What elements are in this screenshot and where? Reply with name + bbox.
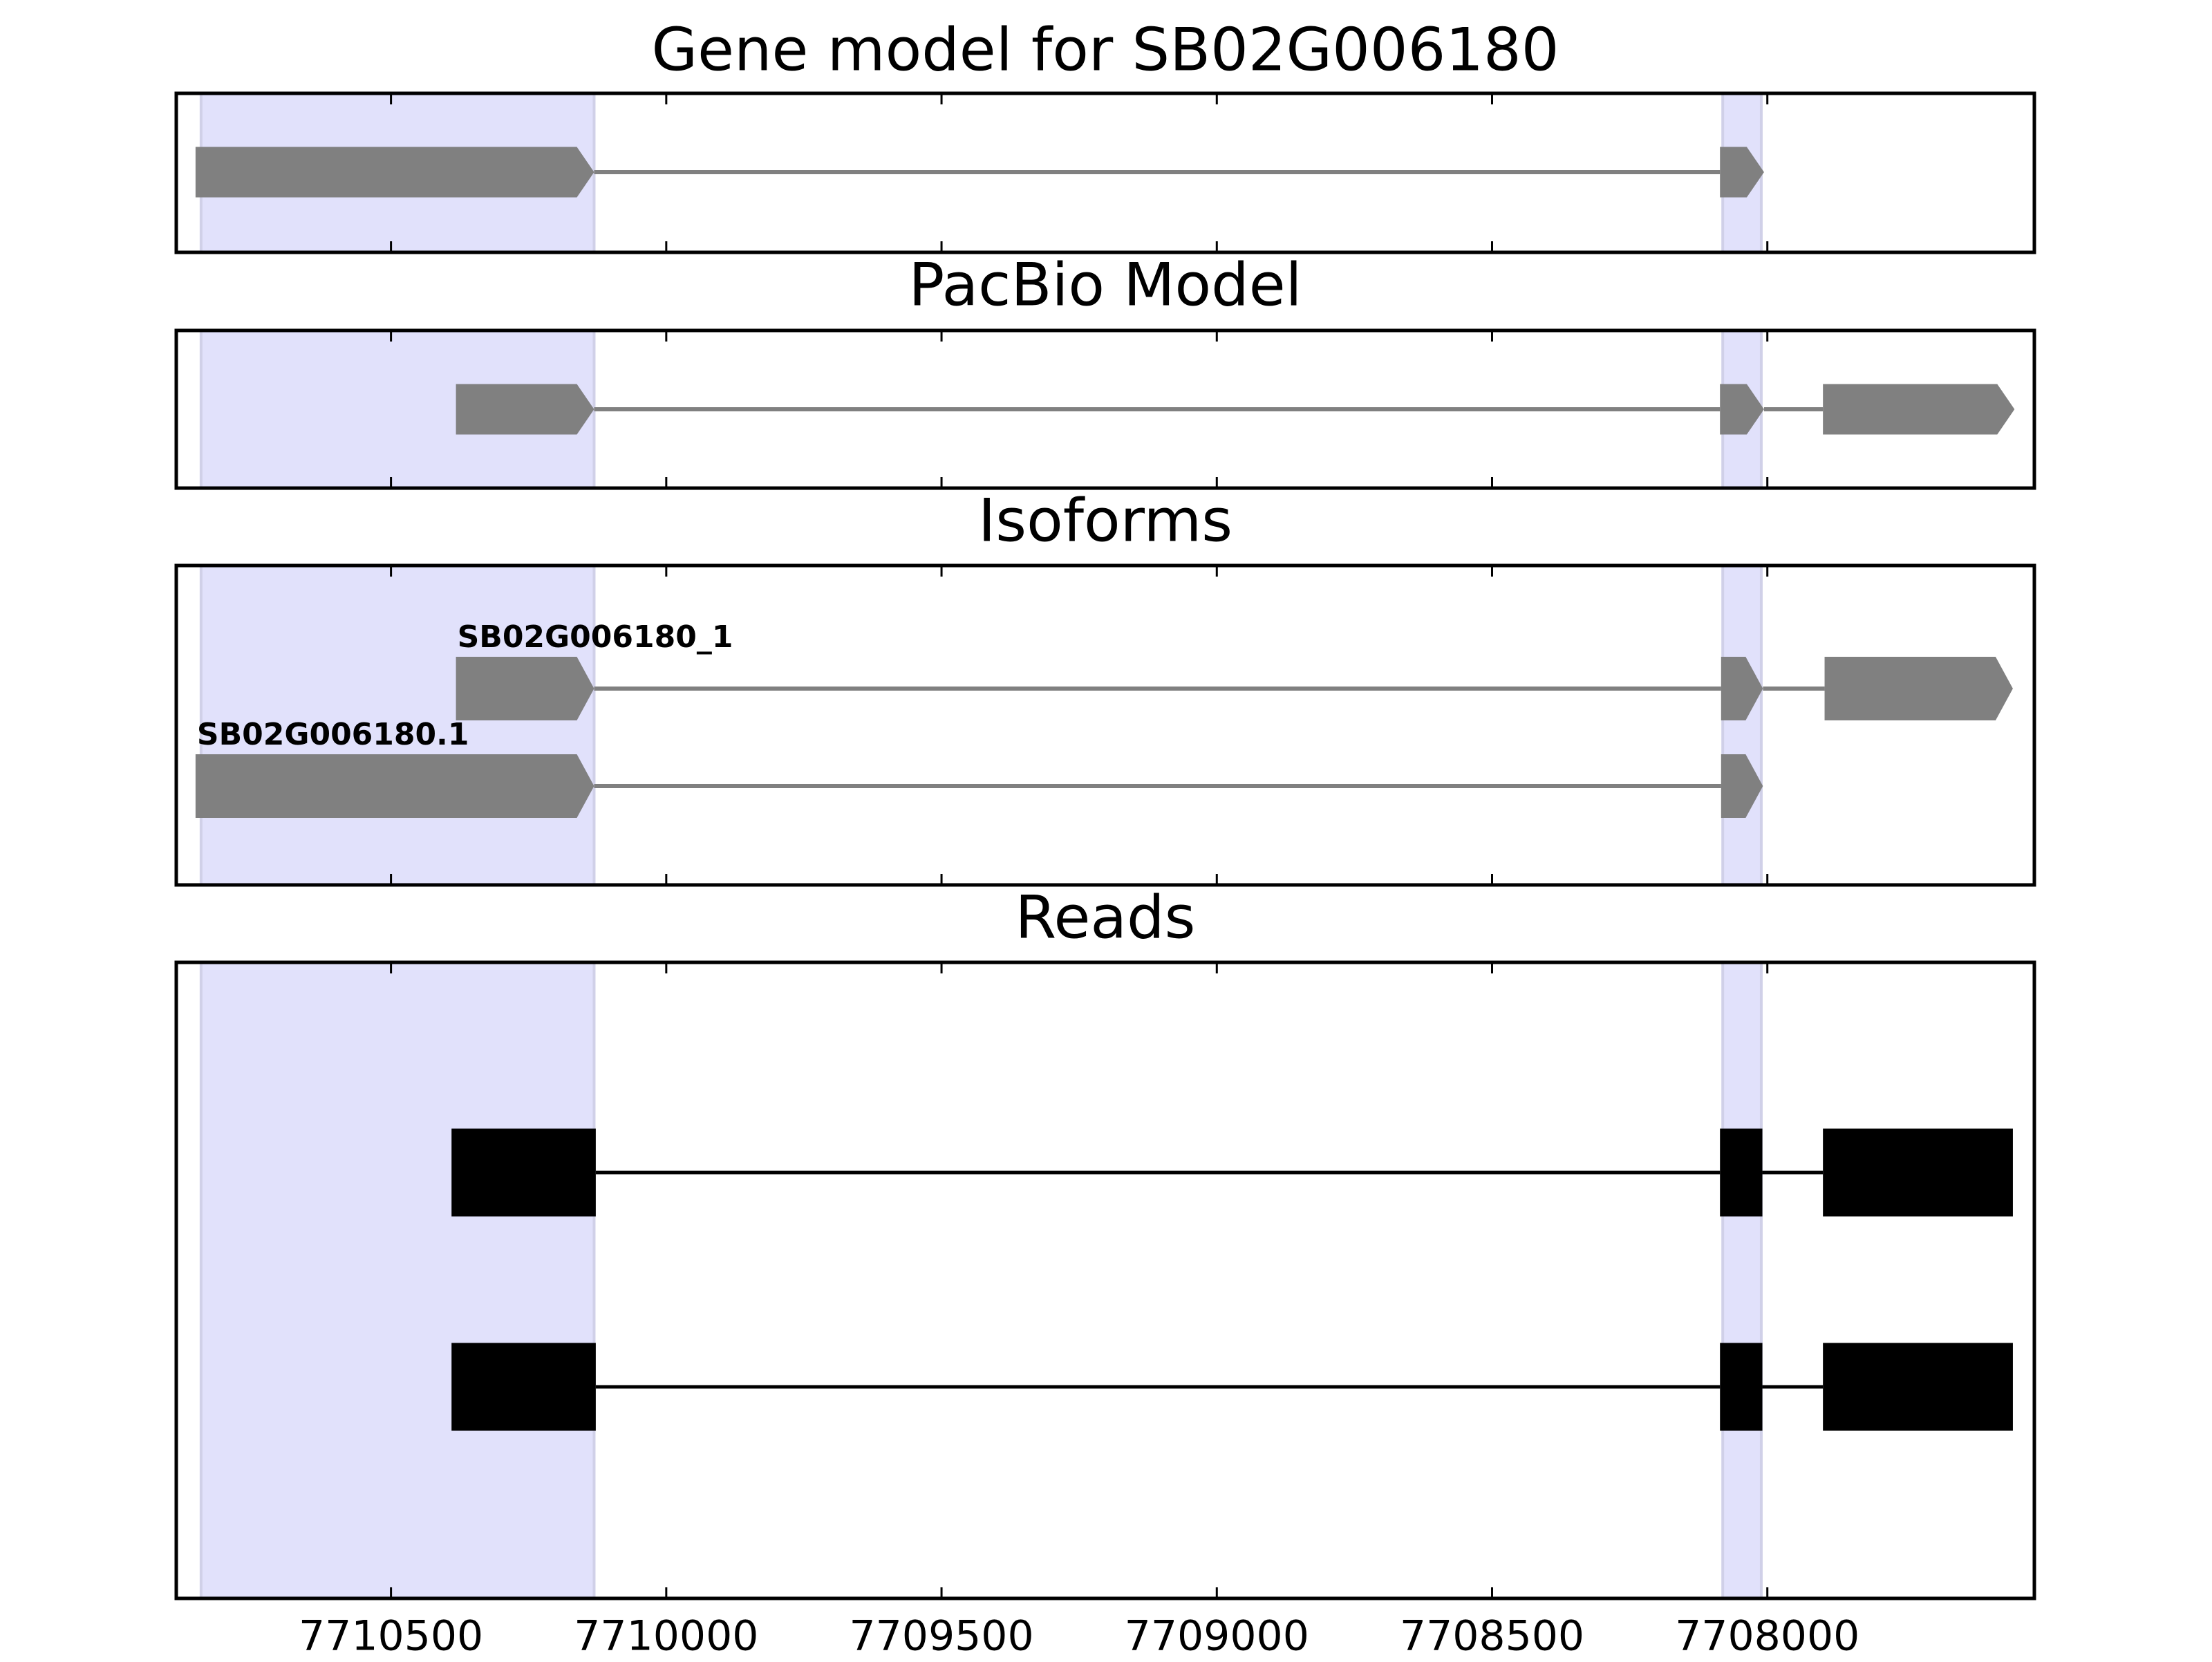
exon bbox=[1720, 384, 1764, 435]
x-tick-label: 7708500 bbox=[1400, 1612, 1584, 1659]
x-tick-label: 7708000 bbox=[1675, 1612, 1859, 1659]
highlight-region bbox=[199, 961, 596, 1600]
highlight-region bbox=[1721, 961, 1763, 1600]
isoform-label: SB02G006180_1 bbox=[458, 619, 733, 655]
exon bbox=[1824, 657, 2013, 720]
exon bbox=[456, 384, 594, 435]
read-block bbox=[1720, 1128, 1763, 1217]
highlight-region bbox=[199, 564, 596, 886]
panel-title: Reads bbox=[1015, 883, 1196, 952]
axes-frame bbox=[174, 328, 2036, 490]
axes-frame bbox=[174, 91, 2036, 254]
read-block bbox=[1823, 1343, 2013, 1431]
exon bbox=[1721, 754, 1763, 818]
axes-frame bbox=[174, 563, 2036, 887]
exon bbox=[1720, 147, 1764, 198]
exon bbox=[1721, 657, 1763, 720]
isoform-label: SB02G006180.1 bbox=[197, 717, 469, 752]
read-block bbox=[451, 1128, 596, 1217]
panel-title: Gene model for SB02G006180 bbox=[652, 15, 1559, 84]
highlight-region bbox=[1721, 564, 1763, 886]
panel-title: PacBio Model bbox=[908, 250, 1302, 319]
x-tick-label: 7710000 bbox=[574, 1612, 758, 1659]
exon bbox=[456, 657, 594, 720]
exon bbox=[195, 147, 594, 198]
exon bbox=[195, 754, 594, 818]
read-block bbox=[451, 1343, 596, 1431]
x-tick-label: 7709000 bbox=[1125, 1612, 1309, 1659]
read-block bbox=[1823, 1128, 2013, 1217]
axes-frame bbox=[174, 960, 2036, 1600]
x-tick-label: 7709500 bbox=[849, 1612, 1033, 1659]
x-tick-label: 7710500 bbox=[299, 1612, 483, 1659]
read-block bbox=[1720, 1343, 1763, 1431]
exon bbox=[1823, 384, 2015, 435]
panel-title: Isoforms bbox=[978, 486, 1232, 555]
